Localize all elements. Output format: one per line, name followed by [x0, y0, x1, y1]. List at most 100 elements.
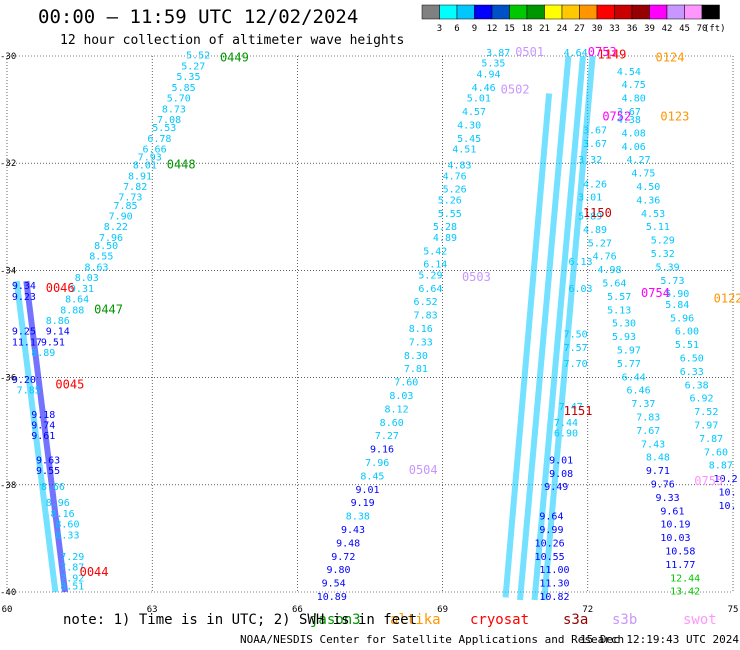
swh-value: 9.14	[46, 327, 70, 338]
swh-value: 8.16	[51, 509, 75, 520]
swh-value: 9.76	[651, 479, 675, 490]
swh-value: 6.00	[675, 327, 699, 338]
swh-value: 9.23	[12, 292, 36, 303]
swh-value: 4.06	[622, 142, 646, 153]
swh-value: 9.48	[336, 538, 360, 549]
swh-value: 7.83	[414, 311, 438, 322]
swh-value: 7.27	[375, 431, 399, 442]
swh-value: 11.00	[539, 565, 569, 576]
swh-value: 7.08	[157, 115, 181, 126]
swh-value: 8.91	[128, 171, 152, 182]
swh-value: 8.73	[162, 104, 186, 115]
pass-time-label: 0046	[46, 281, 75, 295]
swh-value: 11.17	[12, 337, 42, 348]
colorbar-label: 36	[627, 24, 638, 34]
swh-value: 9.61	[660, 506, 684, 517]
swh-value: 4.98	[597, 265, 621, 276]
pass-time-label: 0504	[409, 463, 438, 477]
swh-value: 7.60	[704, 447, 728, 458]
swh-value: 5.55	[438, 209, 462, 220]
swh-value: 5.27	[181, 61, 205, 72]
lat-tick-label: -40	[0, 588, 16, 598]
swh-value: 4.76	[593, 252, 617, 263]
swath-track	[541, 55, 596, 601]
lat-tick-label: -30	[0, 52, 16, 62]
swh-value: 7.85	[113, 201, 137, 212]
swh-value: 3.32	[578, 155, 602, 166]
swh-value: 5.32	[651, 249, 675, 260]
colorbar-label: 6	[454, 24, 459, 34]
swh-value: 7.87	[699, 434, 723, 445]
pass-time-label: 0447	[94, 302, 123, 316]
swath-track	[13, 280, 59, 593]
swh-value: 6.03	[568, 284, 592, 295]
lon-tick-label: 63	[147, 605, 158, 612]
swh-value: 6.44	[622, 372, 646, 383]
swh-value: 9.16	[370, 445, 394, 456]
swh-value: 5.13	[607, 305, 631, 316]
colorbar-label: 70	[697, 24, 708, 34]
swh-value: 8.01	[133, 161, 157, 172]
swh-value: 5.29	[418, 270, 442, 281]
swh-value: 8.50	[94, 241, 118, 252]
swh-value: 10.	[718, 488, 736, 499]
swh-value: 4.53	[641, 209, 665, 220]
swh-value: 5.28	[433, 222, 457, 233]
credit-line: NOAA/NESDIS Center for Satellite Applica…	[240, 633, 625, 646]
swh-value: 8.22	[104, 222, 128, 233]
colorbar-label: 15	[504, 24, 515, 34]
swh-value: 6.14	[423, 260, 447, 271]
swh-value: 7.70	[564, 359, 588, 370]
swh-value: 5.93	[612, 332, 636, 343]
swh-value: 13.42	[670, 587, 700, 598]
swh-value: 8.60	[380, 418, 404, 429]
colorbar-label: 30	[592, 24, 603, 34]
swh-value: 7.82	[123, 182, 147, 193]
swh-value: 5.96	[670, 313, 694, 324]
swh-value: 8.55	[89, 252, 113, 263]
swh-value: 7.29	[60, 552, 84, 563]
swh-value: 3.67	[617, 107, 641, 118]
swh-value: 6.13	[568, 257, 592, 268]
swh-value: 5.89	[578, 211, 602, 222]
swh-value: 9.74	[31, 421, 55, 432]
satellite-legend-s3a: s3a	[563, 612, 589, 628]
satellite-legend-s3b: s3b	[612, 612, 638, 628]
swh-value: 8.12	[385, 404, 409, 415]
swh-value: 7.57	[564, 343, 588, 354]
swh-value: 5.77	[617, 359, 641, 370]
swh-value: 5.51	[675, 340, 699, 351]
pass-time-label: 1150	[583, 206, 612, 220]
colorbar-label: 39	[644, 24, 655, 34]
swh-value: 4.26	[583, 179, 607, 190]
colorbar-label: 33	[609, 24, 620, 34]
colorbar-label: 12	[487, 24, 498, 34]
swath-track	[502, 93, 553, 598]
swh-value: 4.76	[443, 171, 467, 182]
swh-value: 5.84	[665, 300, 689, 311]
swh-value: 4.75	[631, 169, 655, 180]
map-title: 00:00 – 11:59 UTC 12/02/2024	[38, 6, 359, 28]
swh-value: 7.33	[409, 337, 433, 348]
footer-note: note: 1) Time is in UTC; 2) SWH is in fe…	[63, 612, 418, 628]
colorbar-label: (ft)	[704, 24, 726, 34]
swh-value: 9.08	[549, 469, 573, 480]
swh-value: 9.33	[656, 493, 680, 504]
swh-value: 9.34	[12, 281, 36, 292]
swh-value: 4.36	[636, 195, 660, 206]
colorbar-label: 3	[437, 24, 442, 34]
swh-value: 4.54	[617, 67, 641, 78]
swh-value: 7.81	[404, 364, 428, 375]
swh-value: 6.78	[147, 134, 171, 145]
lat-tick-label: -34	[0, 266, 16, 276]
swh-value: 4.80	[622, 94, 646, 105]
swh-value: 7.60	[394, 378, 418, 389]
swh-value: 8.87	[709, 461, 733, 472]
swh-value: 9.31	[70, 284, 94, 295]
lon-tick-label: 75	[728, 605, 739, 612]
swh-value: 7.97	[694, 421, 718, 432]
colorbar-label: 42	[662, 24, 673, 34]
swh-value: 6.64	[418, 284, 442, 295]
swh-value: 5.52	[186, 51, 210, 62]
swh-value: 10.	[718, 501, 736, 512]
